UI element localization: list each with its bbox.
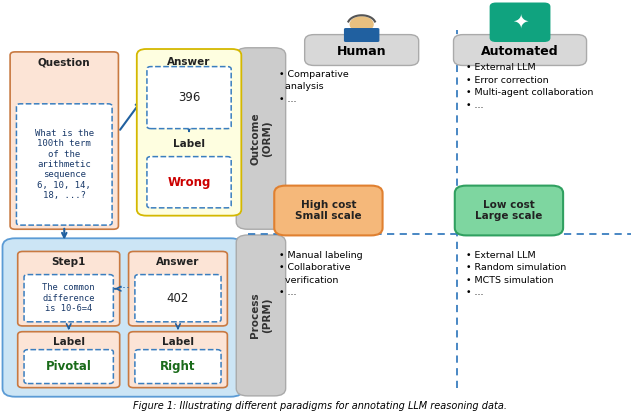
Text: Automated: Automated [481, 45, 559, 58]
Text: • External LLM
• Random simulation
• MCTS simulation
• ...: • External LLM • Random simulation • MCT… [466, 251, 566, 297]
FancyBboxPatch shape [129, 332, 227, 387]
Text: Right: Right [160, 360, 196, 373]
Text: Process
(PRM): Process (PRM) [250, 293, 272, 338]
FancyBboxPatch shape [455, 186, 563, 235]
FancyBboxPatch shape [344, 28, 380, 42]
Text: Low cost
Large scale: Low cost Large scale [476, 200, 543, 221]
FancyBboxPatch shape [236, 48, 285, 229]
Text: Answer: Answer [168, 57, 211, 67]
FancyBboxPatch shape [305, 35, 419, 66]
Text: Answer: Answer [156, 257, 200, 267]
Text: • Comparative
  analysis
• ...: • Comparative analysis • ... [279, 69, 349, 104]
Text: Outcome
(ORM): Outcome (ORM) [250, 112, 272, 165]
Circle shape [350, 17, 373, 32]
Text: Figure 1: Illustrating different paradigms for annotating LLM reasoning data.: Figure 1: Illustrating different paradig… [134, 401, 508, 411]
Text: Label: Label [52, 337, 84, 347]
Text: • Manual labeling
• Collaborative
  verification
• ...: • Manual labeling • Collaborative verifi… [279, 251, 363, 297]
Text: Label: Label [173, 138, 205, 148]
FancyBboxPatch shape [137, 49, 241, 216]
FancyBboxPatch shape [454, 35, 586, 66]
FancyBboxPatch shape [3, 238, 243, 397]
FancyBboxPatch shape [129, 252, 227, 326]
FancyBboxPatch shape [18, 252, 120, 326]
Text: High cost
Small scale: High cost Small scale [295, 200, 362, 221]
Text: ···: ··· [118, 282, 130, 295]
FancyBboxPatch shape [236, 235, 285, 396]
FancyBboxPatch shape [10, 52, 118, 229]
FancyBboxPatch shape [135, 275, 221, 322]
FancyBboxPatch shape [17, 104, 112, 225]
FancyBboxPatch shape [18, 332, 120, 387]
FancyBboxPatch shape [490, 3, 550, 42]
Text: 396: 396 [178, 91, 200, 104]
FancyBboxPatch shape [275, 186, 383, 235]
Text: Label: Label [162, 337, 194, 347]
Text: ✦: ✦ [512, 13, 528, 32]
Text: Wrong: Wrong [168, 176, 211, 189]
FancyBboxPatch shape [24, 349, 113, 384]
Text: Pivotal: Pivotal [46, 360, 92, 373]
FancyBboxPatch shape [135, 349, 221, 384]
Text: Question: Question [38, 57, 91, 67]
Text: What is the
100th term
of the
arithmetic
sequence
6, 10, 14,
18, ...?: What is the 100th term of the arithmetic… [35, 129, 94, 200]
FancyBboxPatch shape [147, 157, 231, 208]
Text: • External LLM
• Error correction
• Multi-agent collaboration
• ...: • External LLM • Error correction • Mult… [466, 64, 593, 110]
FancyBboxPatch shape [147, 66, 231, 129]
Text: The common
difference
is 10-6=4: The common difference is 10-6=4 [42, 283, 95, 313]
FancyBboxPatch shape [24, 275, 113, 322]
Text: Human: Human [337, 45, 387, 58]
Text: 402: 402 [167, 292, 189, 305]
Text: Step1: Step1 [51, 257, 86, 267]
